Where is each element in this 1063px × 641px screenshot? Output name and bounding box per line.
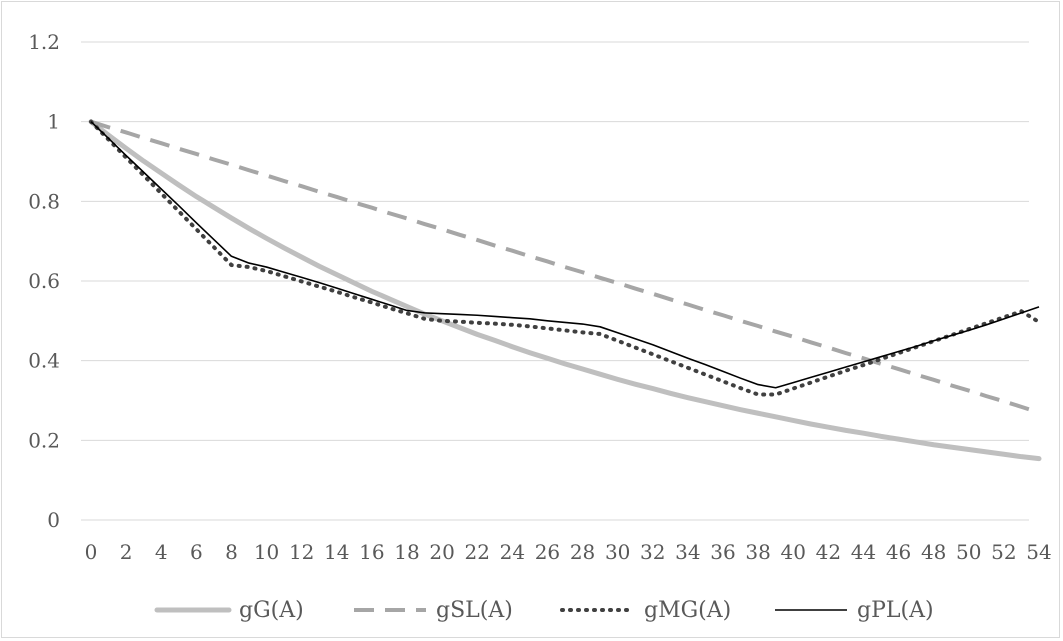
series-line-2 <box>89 119 1041 397</box>
legend-item: gG(A) <box>154 598 304 623</box>
x-tick-label: 6 <box>190 540 203 564</box>
x-tick-label: 48 <box>921 540 946 564</box>
y-tick-label: 0.6 <box>28 269 60 293</box>
y-tick-label: 1 <box>47 110 60 134</box>
x-tick-label: 46 <box>886 540 911 564</box>
x-tick-label: 44 <box>851 540 876 564</box>
x-tick-label: 0 <box>85 540 98 564</box>
x-tick-label: 30 <box>605 540 630 564</box>
x-tick-label: 14 <box>324 540 349 564</box>
y-tick-label: 0.4 <box>28 349 60 373</box>
series-lines <box>88 119 1042 462</box>
legend-label: gPL(A) <box>857 598 934 623</box>
y-tick-label: 1.2 <box>28 30 60 54</box>
x-tick-label: 38 <box>745 540 770 564</box>
x-tick-label: 36 <box>710 540 735 564</box>
x-tick-label: 2 <box>120 540 133 564</box>
x-tick-label: 24 <box>500 540 525 564</box>
legend-item: gMG(A) <box>560 598 731 623</box>
x-tick-label: 34 <box>675 540 700 564</box>
x-axis-tick-labels: 0 2 4 6 8 10 12 14 16 18 20 22 24 26 28 30 32 34 36 38 40 42 4… <box>85 540 1052 564</box>
y-tick-label: 0.8 <box>28 189 60 213</box>
legend: gG(A) gSL(A) gMG(A) gPL(A) <box>154 598 934 623</box>
x-tick-label: 32 <box>640 540 665 564</box>
x-tick-label: 10 <box>254 540 279 564</box>
x-tick-label: 4 <box>155 540 168 564</box>
x-tick-label: 52 <box>991 540 1016 564</box>
x-tick-label: 50 <box>956 540 981 564</box>
x-tick-label: 42 <box>816 540 841 564</box>
x-tick-label: 54 <box>1026 540 1051 564</box>
y-tick-label: 0.2 <box>28 428 60 452</box>
x-tick-label: 26 <box>535 540 560 564</box>
x-tick-label: 20 <box>429 540 454 564</box>
legend-item: gSL(A) <box>354 598 513 623</box>
x-tick-label: 16 <box>359 540 384 564</box>
x-tick-label: 8 <box>225 540 238 564</box>
y-tick-label: 0 <box>47 508 60 532</box>
series-line-1 <box>90 119 1040 415</box>
x-tick-label: 40 <box>780 540 805 564</box>
legend-label: gG(A) <box>239 598 304 623</box>
y-axis-tick-labels: 0 0.2 0.4 0.6 0.8 1 1.2 <box>28 30 60 532</box>
x-tick-label: 22 <box>464 540 489 564</box>
legend-label: gMG(A) <box>644 598 731 623</box>
gridlines <box>81 41 1029 521</box>
x-tick-label: 12 <box>289 540 314 564</box>
x-tick-label: 18 <box>394 540 419 564</box>
x-tick-label: 28 <box>570 540 595 564</box>
legend-item: gPL(A) <box>775 598 934 623</box>
series-line-3 <box>90 121 1040 389</box>
series-line-0 <box>88 119 1042 462</box>
legend-label: gSL(A) <box>436 598 513 623</box>
